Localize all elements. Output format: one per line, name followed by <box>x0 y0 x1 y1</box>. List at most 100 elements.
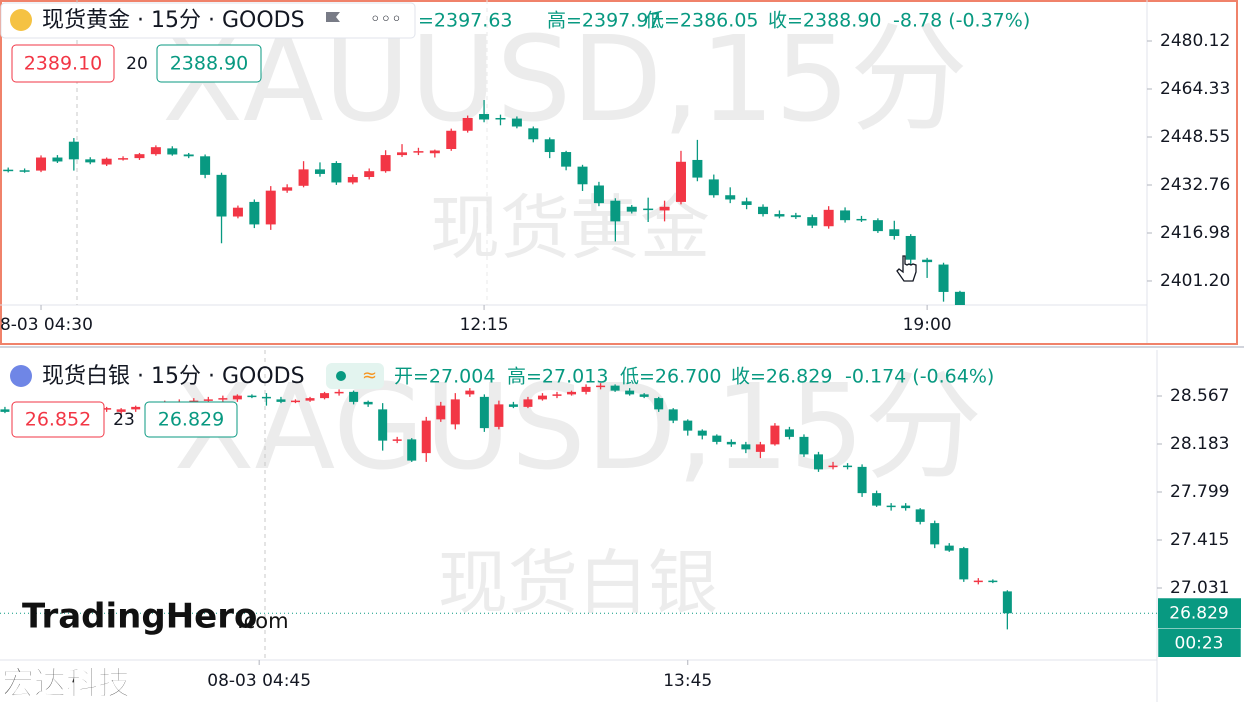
candle-body <box>0 409 10 412</box>
candle-body <box>581 386 591 392</box>
candle-body <box>758 206 769 215</box>
candle-body <box>593 185 604 204</box>
legend-value: 收=2388.90 <box>768 10 882 32</box>
y-tick-label: 28.183 <box>1170 434 1229 454</box>
legend-value: 收=26.829 <box>731 366 832 388</box>
candle-body <box>446 130 457 150</box>
buy-button[interactable] <box>144 401 238 438</box>
sell-price: 26.852 <box>25 409 91 431</box>
candle-body <box>85 159 96 163</box>
sell-button[interactable] <box>11 44 115 83</box>
candle-body <box>643 208 654 211</box>
x-tick-label: 08-03 04:30 <box>0 315 93 335</box>
candle-body <box>954 291 965 305</box>
candle-body <box>462 117 473 131</box>
candle-body <box>610 385 620 391</box>
candle-body <box>282 187 293 191</box>
candle-body <box>494 404 504 427</box>
legend-value: 高=27.013 <box>507 366 608 388</box>
candle-body <box>116 409 126 412</box>
candle-body <box>683 420 693 431</box>
candle-body <box>216 174 227 217</box>
x-tick-label: 12:15 <box>460 315 509 335</box>
candle-body <box>561 152 572 167</box>
candle-body <box>905 235 916 260</box>
candle-body <box>692 159 703 178</box>
status-pill <box>326 363 384 389</box>
candle-body <box>249 201 260 225</box>
candle-body <box>36 157 47 171</box>
candle-body <box>814 454 824 470</box>
candle-body <box>19 170 30 172</box>
candle-body <box>413 151 424 153</box>
y-tick-label: 27.415 <box>1170 530 1229 550</box>
candle-body <box>784 429 794 437</box>
candle-body <box>429 150 440 154</box>
candle-body <box>3 169 14 172</box>
y-tick-label: 2401.20 <box>1160 271 1230 291</box>
last-price-label: 26.829 <box>1169 603 1228 623</box>
candle-body <box>823 209 834 227</box>
candle-body <box>856 218 867 221</box>
candle-body <box>857 466 867 494</box>
candle-body <box>523 399 533 407</box>
candle-body <box>774 214 785 217</box>
candle-body <box>320 393 330 399</box>
axes: 2480.12 2464.33 2448.55 2432.76 2416.98 2401.… <box>0 31 1230 335</box>
candle-body <box>708 179 719 196</box>
candle-body <box>495 117 506 120</box>
candle-body <box>659 206 670 211</box>
candle-body <box>625 390 635 395</box>
candle-body <box>596 385 606 388</box>
sell-price: 2389.10 <box>24 53 103 75</box>
candle-body <box>380 155 391 172</box>
candle-body <box>654 398 664 410</box>
candle-body <box>407 439 417 461</box>
candle-body <box>840 210 851 221</box>
icon <box>10 365 32 387</box>
x-tick-label: 19:00 <box>903 315 952 335</box>
candles <box>3 100 965 305</box>
y-tick-label: 2448.55 <box>1160 127 1230 147</box>
cursor <box>896 255 917 282</box>
candle-body <box>290 400 300 403</box>
candle-body <box>101 158 112 165</box>
y-tick-label: 28.567 <box>1170 386 1229 406</box>
legend-value: 开=27.004 <box>394 366 495 388</box>
candle-body <box>247 395 257 398</box>
candle-body <box>872 220 883 232</box>
more-icon[interactable]: ◦◦◦ <box>370 9 402 30</box>
candle-body <box>436 405 446 420</box>
candle-body <box>626 206 637 212</box>
candle-body <box>183 154 194 157</box>
candle-body <box>915 509 925 522</box>
candle-body <box>118 158 129 160</box>
buy-price: 26.829 <box>158 409 224 431</box>
candle-body <box>567 391 577 395</box>
candle-body <box>465 390 475 395</box>
sell-button[interactable] <box>11 401 105 438</box>
candle-body <box>790 215 801 218</box>
spread: 23 <box>113 410 135 430</box>
legend-change: -0.174 (-0.64%) <box>845 366 994 388</box>
candle-body <box>331 162 342 183</box>
candle-body <box>276 399 286 402</box>
status-dot <box>336 371 346 381</box>
candle-body <box>726 441 736 445</box>
candle-body <box>102 408 112 410</box>
candle-body <box>450 399 460 425</box>
y-tick-label: 27.799 <box>1170 482 1229 502</box>
y-tick-label: 2432.76 <box>1160 175 1230 195</box>
candle-body <box>392 439 402 441</box>
status-icon: ≈ <box>362 365 377 386</box>
candle-body <box>232 207 243 217</box>
buy-button[interactable] <box>156 44 262 83</box>
candle-body <box>349 391 359 402</box>
candle-body <box>200 156 211 175</box>
candle-body <box>203 399 213 401</box>
candle-body <box>901 505 911 509</box>
spread: 20 <box>126 54 148 74</box>
candle-body <box>167 148 178 155</box>
legend-change: -8.78 (-0.37%) <box>893 10 1030 32</box>
